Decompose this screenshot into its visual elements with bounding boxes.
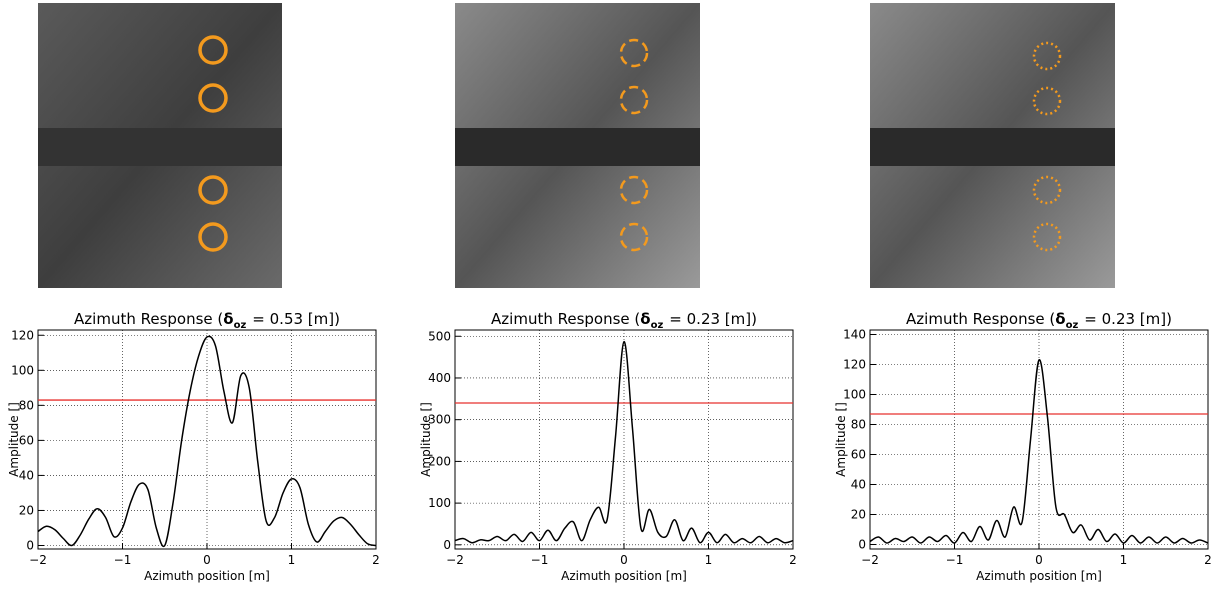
- y-tick-label: 400: [428, 371, 451, 385]
- x-tick-label: 0: [203, 553, 211, 567]
- title-part: = 0.53 [m]): [252, 310, 340, 328]
- title-part: = 0.23 [m]): [1084, 310, 1172, 328]
- x-axis-label: Azimuth position [m]: [976, 569, 1102, 583]
- y-tick-label: 120: [11, 328, 34, 342]
- y-tick-label: 60: [851, 448, 866, 462]
- plot-frame: [37, 329, 377, 550]
- y-axis-label: Amplitude []: [419, 402, 433, 477]
- chart: 0 100 200 300 400 500 −2 −1 0 1 2 Azimuth Response …: [419, 310, 797, 583]
- y-tick-label: 0: [858, 538, 866, 552]
- y-tick-label: 20: [851, 508, 866, 522]
- title-part: Azimuth Response (: [491, 310, 640, 328]
- title-part: Azimuth Response (: [74, 310, 223, 328]
- sar-image-1: [38, 3, 282, 288]
- y-tick-label: 40: [851, 478, 866, 492]
- title-part: oz: [1066, 320, 1079, 331]
- x-tick-label: −2: [29, 553, 47, 567]
- y-tick-label: 300: [428, 413, 451, 427]
- y-axis-label: Amplitude []: [7, 402, 21, 477]
- response-line: [38, 335, 376, 548]
- chart-title: Azimuth Response (δoz = 0.53 [m]): [74, 310, 340, 331]
- y-tick-label: 200: [428, 454, 451, 468]
- response-line: [455, 340, 793, 544]
- sar-image-2: [455, 3, 700, 288]
- y-tick-label: 140: [843, 328, 866, 342]
- x-tick-label: 0: [620, 553, 628, 567]
- y-tick-label: 120: [843, 358, 866, 372]
- title-part: δ: [223, 310, 233, 328]
- x-tick-label: −2: [861, 553, 879, 567]
- y-tick-label: 80: [851, 418, 866, 432]
- x-tick-label: −1: [114, 553, 132, 567]
- title-part: Azimuth Response (: [906, 310, 1055, 328]
- y-tick-label: 0: [26, 538, 34, 552]
- title-part: δ: [1055, 310, 1065, 328]
- x-tick-label: 1: [288, 553, 296, 567]
- y-tick-label: 100: [843, 388, 866, 402]
- x-axis-label: Azimuth position [m]: [144, 569, 270, 583]
- title-part: oz: [651, 320, 664, 331]
- plot-frame: [869, 329, 1209, 550]
- y-tick-label: 500: [428, 329, 451, 343]
- x-tick-label: −1: [531, 553, 549, 567]
- x-tick-label: −2: [446, 553, 464, 567]
- y-tick-label: 20: [19, 503, 34, 517]
- sar-image-3: [870, 3, 1115, 288]
- y-tick-label: 0: [443, 538, 451, 552]
- x-tick-label: 0: [1035, 553, 1043, 567]
- x-tick-label: 1: [705, 553, 713, 567]
- response-line: [870, 359, 1208, 544]
- chart: 0 20 40 60 80 100 120 140 −2 −1 0 1 2 Azimuth Respons…: [834, 310, 1212, 583]
- title-part: oz: [234, 320, 247, 331]
- x-axis-label: Azimuth position [m]: [561, 569, 687, 583]
- chart-title: Azimuth Response (δoz = 0.23 [m]): [491, 310, 757, 331]
- y-tick-label: 40: [19, 468, 34, 482]
- y-tick-label: 80: [19, 398, 34, 412]
- x-tick-label: −1: [946, 553, 964, 567]
- y-tick-label: 100: [11, 363, 34, 377]
- x-tick-label: 2: [372, 553, 380, 567]
- title-part: = 0.23 [m]): [669, 310, 757, 328]
- x-tick-label: 1: [1120, 553, 1128, 567]
- title-part: δ: [640, 310, 650, 328]
- chart-title: Azimuth Response (δoz = 0.23 [m]): [906, 310, 1172, 331]
- y-tick-label: 100: [428, 496, 451, 510]
- y-tick-label: 60: [19, 433, 34, 447]
- x-tick-label: 2: [789, 553, 797, 567]
- x-tick-label: 2: [1204, 553, 1212, 567]
- plot-frame: [454, 329, 794, 550]
- y-axis-label: Amplitude []: [834, 402, 848, 477]
- chart: 0 20 40 60 80 100 120 −2 −1 0 1 2 Azimuth Response (…: [7, 310, 380, 583]
